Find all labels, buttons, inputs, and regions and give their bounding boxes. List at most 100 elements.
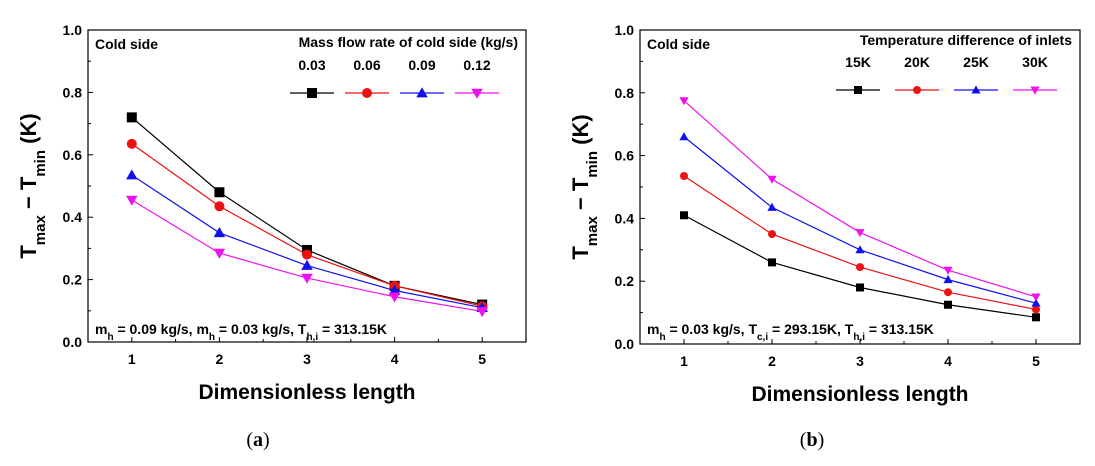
legend-label: 15K <box>845 54 871 70</box>
y-tick-label: 0.6 <box>615 148 635 164</box>
data-point <box>126 138 137 149</box>
legend-marker <box>854 86 862 94</box>
legend-label: 30K <box>1022 54 1048 70</box>
panel-letter: a <box>253 429 263 451</box>
data-point <box>213 248 226 259</box>
data-point <box>214 201 225 212</box>
data-point <box>944 288 952 297</box>
legend-marker <box>307 88 317 98</box>
plot-frame <box>87 29 527 343</box>
series-25K <box>679 132 1041 307</box>
corner-label: Cold side <box>95 36 158 52</box>
chart-panel-b: 0.0 0.2 0.4 0.6 0.8 1.0 1 2 3 4 5 Dimensionless len… <box>568 22 1081 451</box>
x-tick-label: 5 <box>1032 353 1040 369</box>
corner-label: Cold side <box>647 36 710 52</box>
legend-marker <box>1030 86 1040 95</box>
text-part: m <box>95 321 107 337</box>
x-tick-label: 4 <box>391 351 399 367</box>
y-tick-label: 0.8 <box>63 84 83 100</box>
series-30K <box>679 97 1041 302</box>
y-tick-label: 0.0 <box>63 334 83 350</box>
subscript: min <box>584 151 601 178</box>
data-point <box>1031 298 1041 307</box>
data-point <box>476 307 488 318</box>
panel-paren: ( <box>246 429 253 451</box>
legend-label: 25K <box>963 54 989 70</box>
subscript: c,i <box>757 332 768 343</box>
legend-entry-30K: 30K <box>1013 54 1057 95</box>
x-tick-label: 3 <box>303 351 311 367</box>
legend-label: 0.09 <box>408 57 435 73</box>
legend-label: 20K <box>904 54 930 70</box>
data-point <box>680 211 688 220</box>
x-tick-label: 2 <box>216 351 224 367</box>
y-axis-label: Tmax − Tmin (K) <box>16 113 49 258</box>
data-point <box>126 195 138 206</box>
y-axis-label: Tmax − Tmin (K) <box>568 114 601 259</box>
data-point <box>1032 305 1040 314</box>
x-tick-label: 4 <box>944 353 952 369</box>
data-point <box>126 169 138 180</box>
text-part: T <box>16 176 41 190</box>
legend-marker <box>913 86 921 94</box>
text-part: (K) <box>568 114 593 151</box>
legend-entry-25K: 25K <box>954 54 998 94</box>
data-point <box>855 245 865 254</box>
panel-paren: ) <box>263 429 270 451</box>
legend-label: 0.03 <box>298 57 325 73</box>
legend-label: 0.12 <box>463 57 490 73</box>
subscript: h <box>107 332 113 343</box>
text-part: = 313.15K <box>865 321 934 337</box>
data-point <box>768 230 776 239</box>
data-point <box>301 273 313 284</box>
annotation: mh = 0.09 kg/s, mh = 0.03 kg/s, Th,i = 3… <box>95 321 387 343</box>
series-line <box>131 174 483 309</box>
chart-panel-a: 0.0 0.2 0.4 0.6 0.8 1.0 1 2 3 4 5 Dimensionless len… <box>16 22 527 451</box>
text-part: m <box>647 321 659 337</box>
y-tick-label: 0.4 <box>615 210 635 226</box>
series-0.12 <box>126 195 488 318</box>
data-point <box>679 97 689 106</box>
series-0.09 <box>126 169 488 312</box>
data-point <box>388 292 401 303</box>
legend-entry-0.09: 0.09 <box>400 57 444 98</box>
subscript: max <box>32 215 49 246</box>
data-point <box>767 175 777 184</box>
text-part: = 313.15K <box>318 321 387 337</box>
y-tick-label: 0.2 <box>615 273 635 289</box>
series-line <box>683 136 1037 304</box>
series-15K <box>680 211 1040 322</box>
panel-label: (a) <box>246 429 269 451</box>
legend-marker <box>471 88 483 99</box>
legend-entry-0.03: 0.03 <box>290 57 334 98</box>
data-point <box>767 202 777 211</box>
legend-entry-15K: 15K <box>836 54 880 94</box>
x-tick-label: 1 <box>680 353 688 369</box>
series-20K <box>680 172 1040 314</box>
legend-entry-20K: 20K <box>895 54 939 94</box>
y-tick-label: 0.4 <box>63 209 83 225</box>
subscript: min <box>32 150 49 177</box>
data-point <box>1031 293 1041 302</box>
data-point <box>768 258 776 267</box>
subscript: h,i <box>853 332 865 343</box>
y-tick-label: 0.6 <box>63 147 83 163</box>
data-point <box>214 187 225 198</box>
data-point <box>126 112 137 123</box>
data-point <box>680 172 688 181</box>
x-tick-label: 2 <box>768 353 776 369</box>
y-tick-label: 0.8 <box>615 85 635 101</box>
text-part: − <box>568 191 593 216</box>
data-point <box>856 283 864 292</box>
data-point <box>855 229 865 238</box>
series-0.06 <box>126 138 488 312</box>
panel-label: (b) <box>800 429 824 451</box>
panel-paren: ) <box>818 429 825 451</box>
data-point <box>301 259 313 270</box>
data-point <box>943 275 953 284</box>
text-part: = 0.03 kg/s, T <box>215 321 307 337</box>
x-axis-label: Dimensionless length <box>751 383 968 406</box>
data-point <box>388 284 401 295</box>
y-tick-label: 1.0 <box>63 22 83 38</box>
